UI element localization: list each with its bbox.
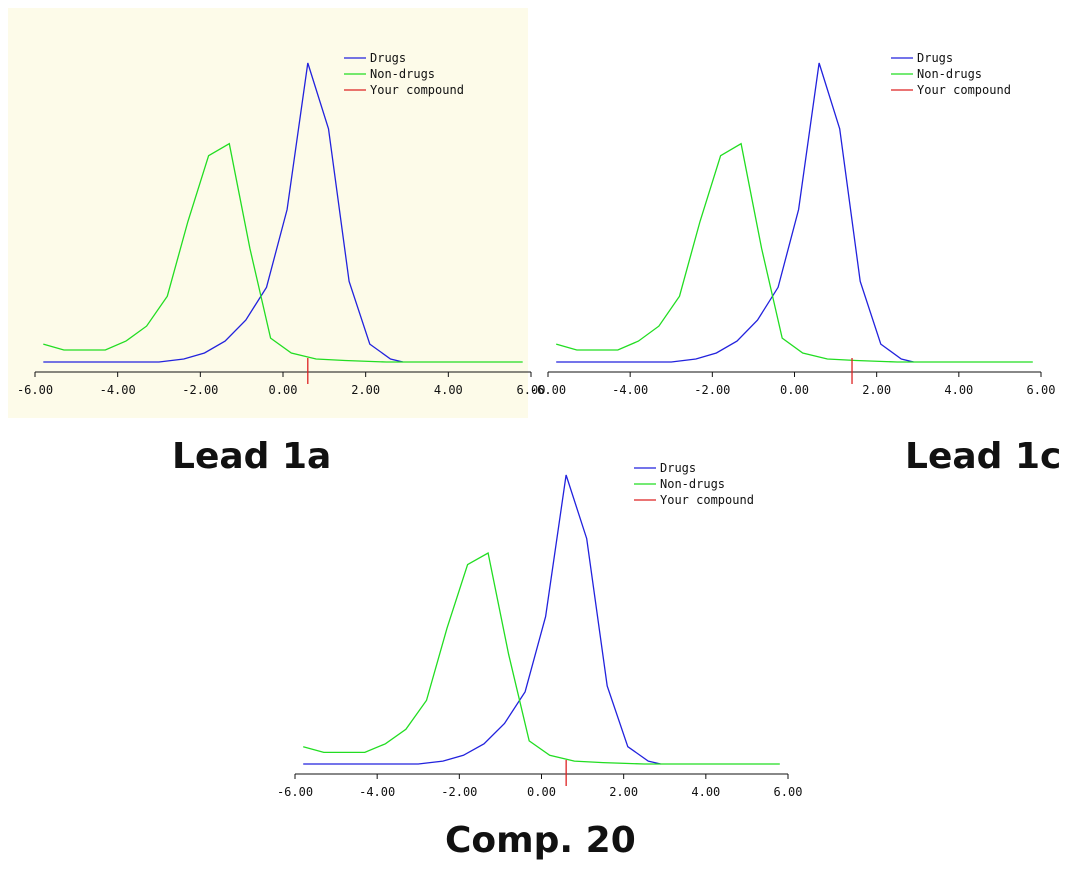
x-tick-label-lead1c-1: -4.00: [612, 383, 648, 397]
x-tick-label-lead1c-4: 2.00: [862, 383, 891, 397]
series-line-lead1a-non-drugs: [43, 142, 523, 363]
legend-label-comp20-1: Non-drugs: [660, 477, 725, 491]
chart-panel-comp20: -6.00 -4.00 -2.00 0.00 2.00 4.00 6.00 Drugs Non-…: [277, 418, 818, 813]
x-tick-label-lead1c-0: -6.00: [530, 383, 566, 397]
chart-svg-lead1a: -6.00 -4.00 -2.00 0.00 2.00 4.00 6.00 Drugs Non-…: [8, 8, 545, 418]
x-tick-label-lead1c-3: 0.00: [780, 383, 809, 397]
x-tick-label-lead1a-2: -2.00: [182, 383, 218, 397]
x-tick-label-comp20-5: 4.00: [691, 785, 720, 799]
x-tick-label-comp20-0: -6.00: [277, 785, 313, 799]
legend-label-lead1a-1: Non-drugs: [370, 67, 435, 81]
x-tick-label-lead1c-2: -2.00: [694, 383, 730, 397]
series-line-comp20-non-drugs: [303, 551, 780, 765]
x-tick-label-comp20-4: 2.00: [609, 785, 638, 799]
legend-label-comp20-0: Drugs: [660, 461, 696, 475]
x-tick-label-comp20-6: 6.00: [774, 785, 803, 799]
legend-label-comp20-2: Your compound: [660, 493, 754, 507]
chart-panel-lead1a: -6.00 -4.00 -2.00 0.00 2.00 4.00 6.00 Drugs Non-…: [8, 8, 545, 418]
x-tick-label-comp20-2: -2.00: [441, 785, 477, 799]
chart-svg-lead1c: -6.00 -4.00 -2.00 0.00 2.00 4.00 6.00 Drugs Non-…: [530, 51, 1056, 397]
x-tick-label-lead1a-1: -4.00: [100, 383, 136, 397]
legend-label-lead1a-0: Drugs: [370, 51, 406, 65]
series-line-lead1c-drugs: [556, 62, 914, 363]
chart-svg-comp20: -6.00 -4.00 -2.00 0.00 2.00 4.00 6.00 Drugs Non-…: [277, 461, 803, 799]
x-tick-label-lead1a-0: -6.00: [17, 383, 53, 397]
series-line-lead1c-non-drugs: [556, 142, 1033, 363]
chart-background-lead1a: [8, 8, 528, 418]
x-tick-label-lead1a-5: 4.00: [434, 383, 463, 397]
legend-label-lead1c-0: Drugs: [917, 51, 953, 65]
chart-panel-lead1c: -6.00 -4.00 -2.00 0.00 2.00 4.00 6.00 Drugs Non-…: [530, 8, 1065, 418]
caption-lead1a: Lead 1a: [172, 436, 332, 477]
x-tick-label-lead1a-4: 2.00: [351, 383, 380, 397]
series-line-comp20-drugs: [303, 474, 661, 765]
x-tick-label-lead1c-6: 6.00: [1027, 383, 1056, 397]
x-tick-label-comp20-1: -4.00: [359, 785, 395, 799]
legend-label-lead1c-2: Your compound: [917, 83, 1011, 97]
series-line-lead1a-drugs: [43, 62, 404, 363]
caption-comp20: Comp. 20: [445, 820, 636, 861]
x-tick-label-lead1a-3: 0.00: [269, 383, 298, 397]
legend-label-lead1c-1: Non-drugs: [917, 67, 982, 81]
x-tick-label-comp20-3: 0.00: [527, 785, 556, 799]
legend-label-lead1a-2: Your compound: [370, 83, 464, 97]
x-tick-label-lead1a-6: 6.00: [517, 383, 546, 397]
x-tick-label-lead1c-5: 4.00: [944, 383, 973, 397]
caption-lead1c: Lead 1c: [905, 436, 1062, 477]
